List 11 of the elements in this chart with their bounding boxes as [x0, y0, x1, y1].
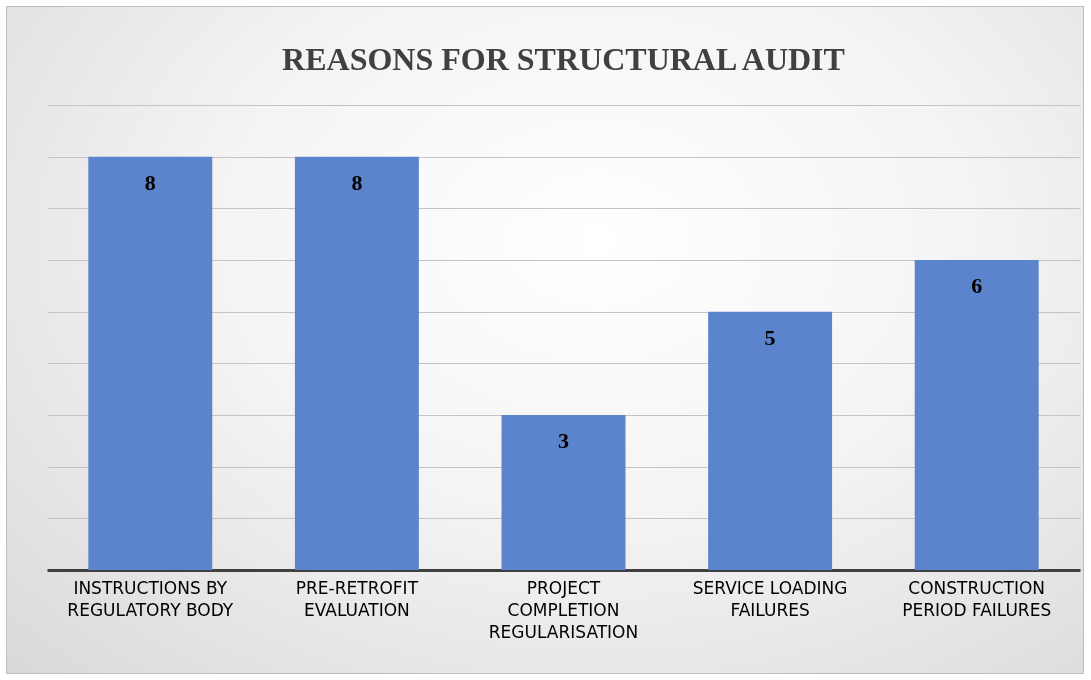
data-label: 5	[764, 324, 776, 350]
x-tick-label: PRE-RETROFIT EVALUATION	[295, 577, 419, 620]
chart-title: REASONS FOR STRUCTURAL AUDIT	[282, 41, 845, 77]
data-label: 3	[558, 428, 569, 453]
data-label: 8	[144, 169, 156, 195]
x-tick-label: SERVICE LOADING FAILURES	[692, 577, 848, 620]
x-tick-label: INSTRUCTIONS BY REGULATORY BODY	[67, 577, 234, 620]
data-label: 6	[971, 273, 983, 298]
data-label: 8	[351, 169, 363, 195]
x-tick-label: CONSTRUCTION PERIOD FAILURES	[902, 577, 1052, 620]
x-tick-label: PROJECT COMPLETION REGULARISATION	[488, 577, 639, 642]
